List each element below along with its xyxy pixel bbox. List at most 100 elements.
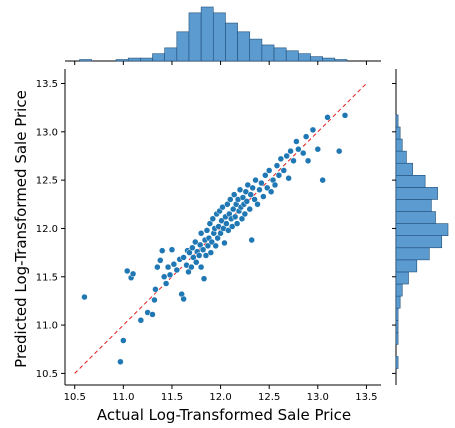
scatter-point	[236, 186, 244, 194]
scatter-point	[149, 311, 156, 318]
right-hist-bar	[395, 259, 418, 273]
right-marginal-histogram	[392, 69, 449, 385]
top-hist-bar	[164, 47, 178, 62]
top-hist-bar	[285, 50, 299, 62]
right-hist-bar	[395, 174, 426, 188]
right-hist-bar	[395, 235, 443, 249]
top-hist-bar	[249, 38, 263, 62]
scatter-point	[314, 145, 322, 153]
scatter-point	[304, 157, 312, 165]
right-hist-bar	[395, 114, 399, 128]
scatter-point	[341, 112, 349, 119]
scatter-point	[247, 191, 254, 198]
scatter-point	[152, 286, 159, 293]
scatter-point	[137, 317, 145, 324]
scatter-point	[203, 227, 211, 234]
right-hist-bar	[395, 126, 401, 140]
y-tick-label: 11.5	[36, 272, 58, 283]
scatter-point	[248, 236, 255, 244]
scatter-point	[158, 247, 166, 254]
scatter-point	[208, 238, 216, 246]
scatter-point	[192, 238, 199, 246]
scatter-point	[302, 133, 310, 140]
scatter-point	[295, 145, 302, 153]
scatter-point	[204, 242, 212, 250]
scatter-point	[209, 215, 217, 223]
scatter-point	[277, 155, 285, 163]
x-tick-label: 10.5	[64, 392, 86, 403]
scatter-point	[293, 138, 300, 145]
y-tick-label: 13.5	[36, 79, 58, 90]
scatter-point	[246, 205, 253, 213]
scatter-point	[252, 176, 259, 184]
right-hist-bar	[395, 199, 432, 212]
scatter-point	[225, 227, 232, 234]
scatter-point	[206, 220, 214, 227]
right-hist-bar	[395, 138, 403, 152]
scatter-point	[324, 114, 331, 121]
scatter-point	[251, 196, 258, 203]
scatter-point	[244, 181, 252, 189]
scatter-point	[241, 210, 249, 218]
scatter-point	[123, 267, 131, 275]
scatter-points	[81, 112, 349, 366]
right-hist-bar	[395, 247, 430, 261]
scatter-point	[218, 217, 225, 224]
right-hist-bar	[395, 223, 449, 236]
scatter-point	[309, 126, 317, 134]
x-tick-label: 11.0	[112, 392, 134, 403]
scatter-point	[224, 201, 231, 208]
scatter-point	[230, 191, 238, 198]
right-hist-bar	[395, 295, 401, 309]
x-tick-label: 12.5	[258, 392, 280, 403]
top-hist-bar	[322, 57, 336, 62]
scatter-point	[254, 201, 261, 208]
scatter-point	[271, 181, 279, 189]
scatter-point	[195, 252, 203, 259]
top-hist-bar	[152, 53, 165, 62]
right-hist-bar	[395, 307, 399, 321]
x-axis-label: Actual Log-Transformed Sale Price	[97, 406, 351, 424]
top-hist-bar	[127, 57, 141, 62]
scatter-point	[160, 273, 168, 281]
scatter-point	[239, 194, 247, 201]
top-hist-bar	[298, 53, 311, 62]
scatter-point	[256, 186, 263, 194]
y-tick-label: 13.0	[36, 127, 58, 138]
top-hist-bar	[261, 44, 275, 62]
scatter-point	[180, 254, 187, 261]
scatter-point	[280, 167, 288, 174]
x-tick-label: 12.0	[209, 392, 231, 403]
top-hist-bar	[140, 57, 153, 62]
scatter-point	[258, 179, 265, 187]
scatter-point	[262, 172, 269, 179]
top-hist-bar	[115, 59, 129, 62]
right-hist-bar	[395, 283, 403, 297]
scatter-point	[287, 147, 294, 155]
scatter-point	[157, 257, 164, 264]
scatter-point	[217, 230, 224, 237]
scatter-point	[243, 198, 251, 205]
scatter-point	[260, 193, 267, 200]
scatter-point	[267, 188, 275, 195]
scatter-point	[199, 246, 207, 253]
top-hist-bar	[79, 59, 93, 62]
scatter-point	[285, 174, 292, 182]
scatter-point	[81, 293, 88, 301]
right-hist-bar	[395, 332, 399, 345]
scatter-point	[173, 266, 181, 274]
scatter-point	[263, 184, 271, 192]
scatter-point	[212, 242, 219, 250]
scatter-point	[228, 223, 236, 230]
scatter-point	[120, 337, 127, 344]
scatter-point	[185, 268, 192, 276]
scatter-point	[188, 263, 195, 271]
scatter-point	[223, 220, 230, 227]
y-axis-label: Predicted Log-Transformed Sale Price	[12, 90, 30, 368]
scatter-point	[166, 271, 174, 279]
scatter-point	[221, 239, 228, 247]
scatter-point	[186, 249, 193, 256]
x-tick-label: 13.0	[307, 392, 329, 403]
top-hist-bar	[212, 12, 226, 62]
